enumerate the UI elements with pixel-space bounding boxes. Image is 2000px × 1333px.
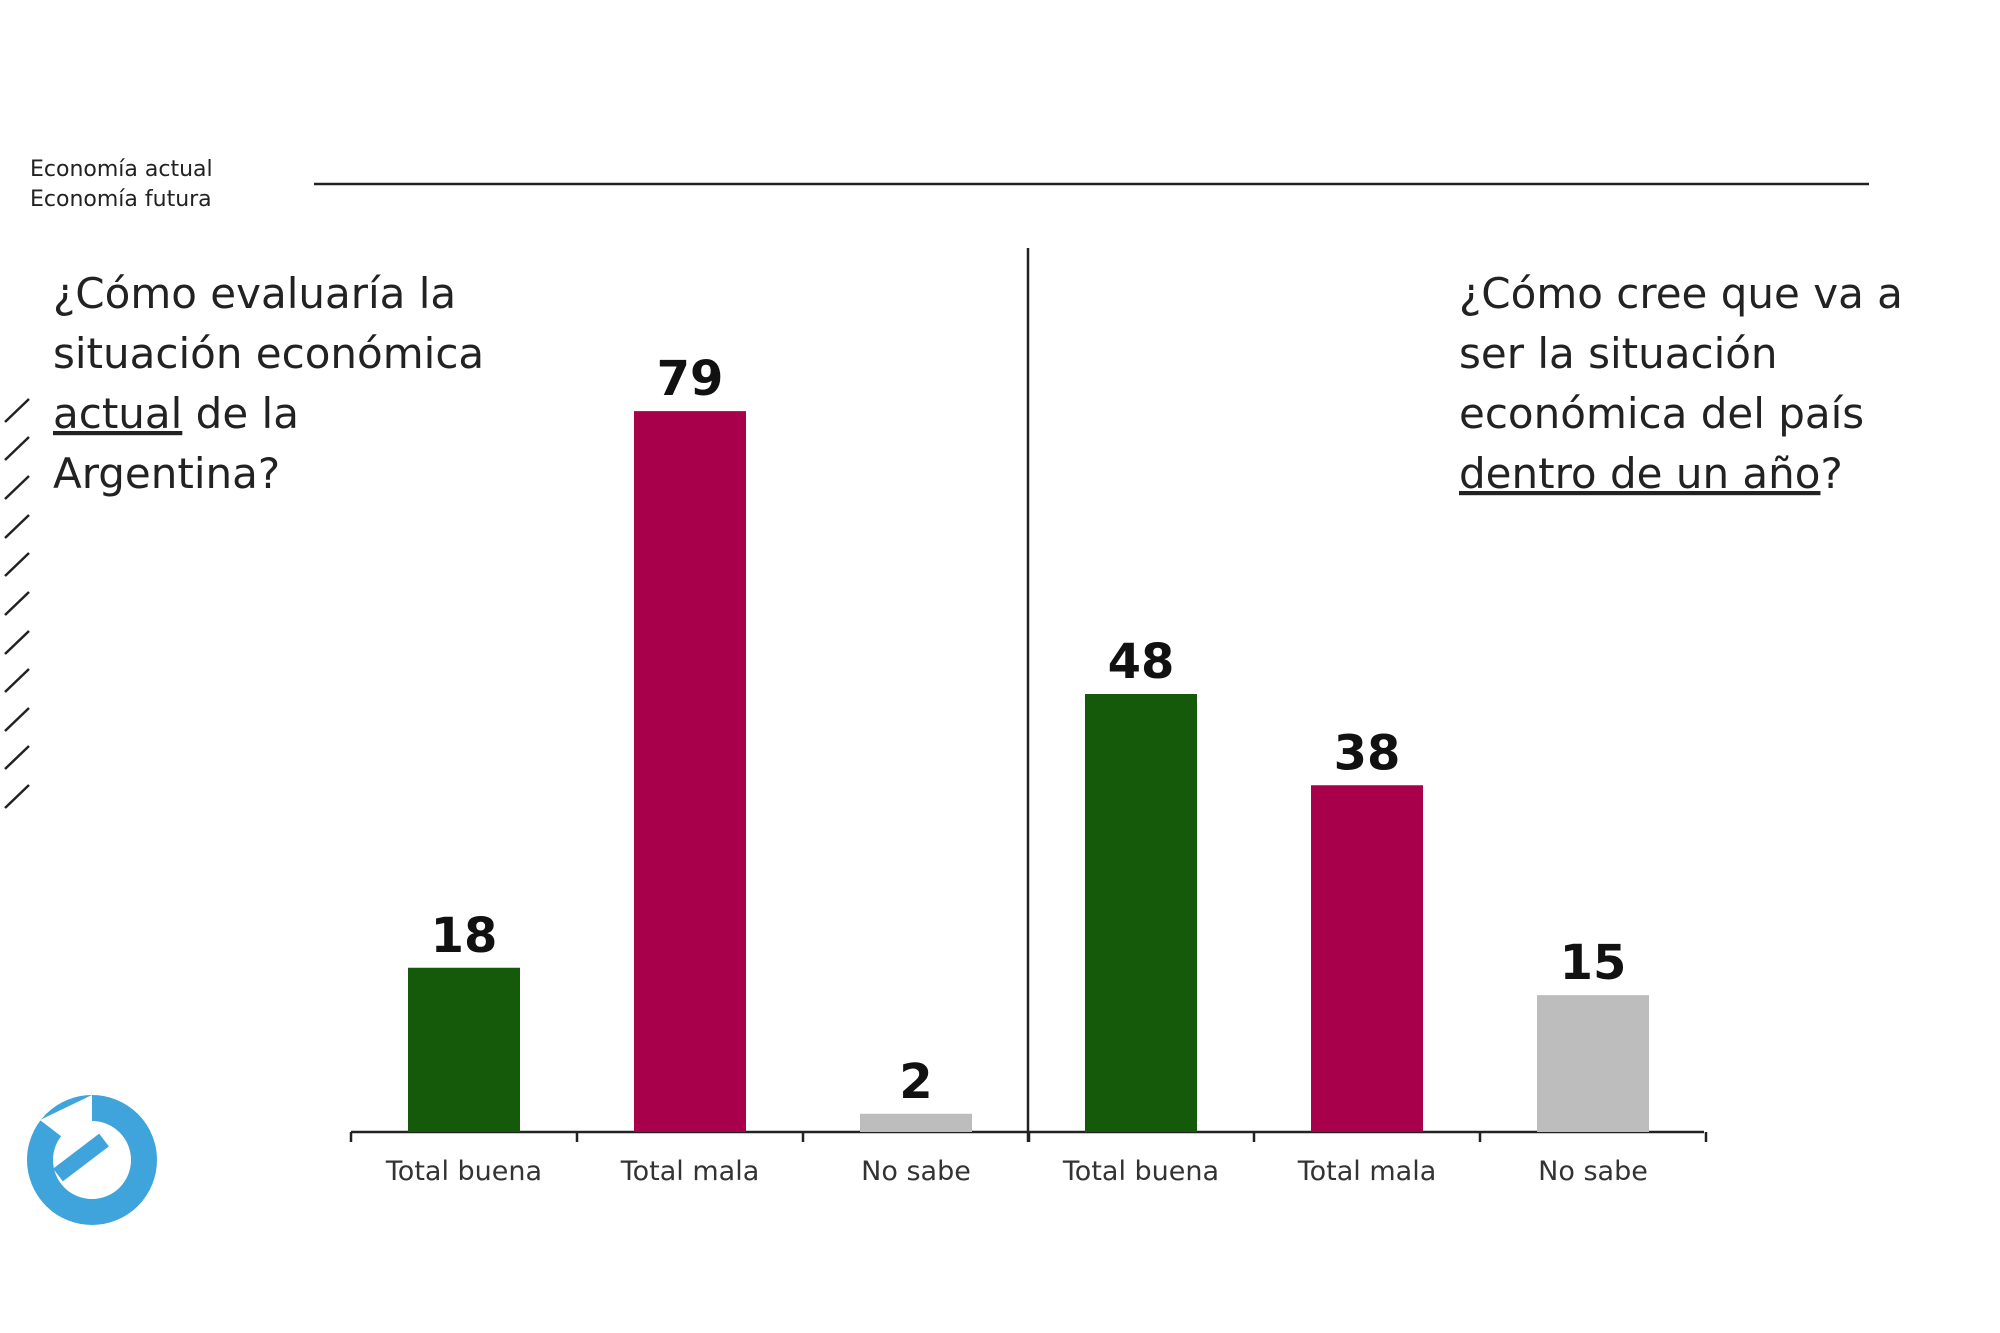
logo bbox=[27, 1095, 157, 1225]
header-label: Economía actual bbox=[30, 157, 213, 182]
question-part: económica del país bbox=[1459, 389, 1864, 438]
x-tick-label: No sabe bbox=[1538, 1156, 1648, 1187]
value-label: 15 bbox=[1560, 935, 1627, 991]
value-label: 79 bbox=[657, 351, 724, 407]
value-label: 38 bbox=[1334, 725, 1401, 781]
x-tick-label: Total buena bbox=[1062, 1156, 1219, 1187]
bar bbox=[408, 967, 520, 1132]
question-part: actual bbox=[53, 389, 182, 438]
question-part: situación económica bbox=[53, 329, 484, 378]
question: situación económica bbox=[53, 329, 484, 378]
question: económica del país bbox=[1459, 389, 1864, 438]
question: Argentina? bbox=[53, 449, 280, 498]
question: actual de la bbox=[53, 389, 299, 438]
x-tick-label: Total mala bbox=[1297, 1156, 1437, 1187]
question-part: ¿Cómo cree que va a bbox=[1459, 269, 1903, 318]
x-tick-label: No sabe bbox=[861, 1156, 971, 1187]
bar bbox=[860, 1113, 972, 1132]
question-part: de la bbox=[182, 389, 299, 438]
question: ser la situación bbox=[1459, 329, 1778, 378]
bar bbox=[1537, 995, 1649, 1132]
x-tick-label: Total buena bbox=[385, 1156, 542, 1187]
bar bbox=[1311, 785, 1423, 1132]
question: ¿Cómo cree que va a bbox=[1459, 269, 1903, 318]
question-part: ¿Cómo evaluaría la bbox=[53, 269, 456, 318]
header-label: Economía futura bbox=[30, 187, 212, 212]
value-label: 2 bbox=[899, 1054, 932, 1110]
question: ¿Cómo evaluaría la bbox=[53, 269, 456, 318]
question-part: dentro de un año bbox=[1459, 449, 1820, 498]
x-tick-label: Total mala bbox=[620, 1156, 760, 1187]
question-part: ? bbox=[1820, 449, 1842, 498]
value-label: 48 bbox=[1108, 634, 1175, 690]
question-part: ser la situación bbox=[1459, 329, 1778, 378]
question: dentro de un año? bbox=[1459, 449, 1843, 498]
value-label: 18 bbox=[431, 908, 498, 964]
question-part: Argentina? bbox=[53, 449, 280, 498]
bar bbox=[634, 411, 746, 1132]
bar bbox=[1085, 694, 1197, 1132]
decor-slashes bbox=[4, 398, 30, 809]
